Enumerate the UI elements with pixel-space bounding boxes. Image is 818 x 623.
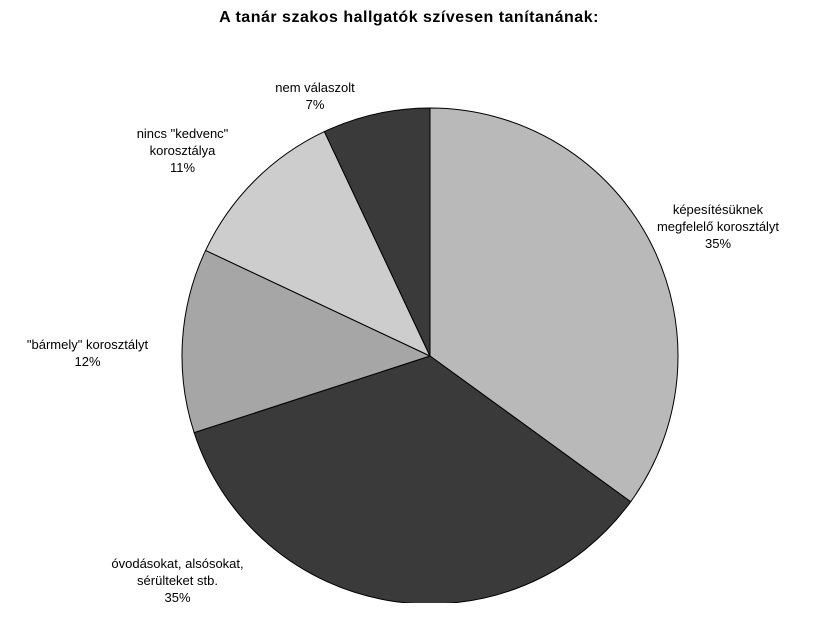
slice-value-label: 7% (305, 97, 325, 112)
slice-label-text: nem válaszolt (275, 80, 355, 95)
pie-slice-0 (429, 107, 679, 503)
pie-slice-1 (193, 355, 632, 603)
slice-value-label: 35% (704, 236, 732, 251)
slice-value-label: 35% (164, 590, 191, 605)
slice-label-nem-valaszolt: nem válaszolt 7% (240, 62, 390, 130)
pie-slice-3 (204, 130, 432, 358)
slice-label-text: óvodásokat, alsósokat, sérülteket stb. (111, 556, 244, 588)
slice-label-ovodasokat: óvodásokat, alsósokat, sérülteket stb. 3… (70, 538, 285, 623)
slice-label-text: "bármely" korosztályt (26, 337, 149, 352)
slice-label-text: nincs "kedvenc" korosztálya (136, 126, 229, 158)
slice-label-kepesitesuknek: képesítésüknek megfelelő korosztályt 35% (618, 184, 818, 269)
slice-label-nincs-kedvenc: nincs "kedvenc" korosztálya 11% (90, 108, 275, 193)
slice-value-label: 12% (74, 354, 101, 369)
slice-label-barmely: "bármely" korosztályt 12% (0, 319, 175, 387)
chart-title: A tanár szakos hallgatók szívesen taníta… (219, 9, 599, 26)
slice-value-label: 11% (169, 160, 196, 175)
slice-label-text: képesítésüknek megfelelő korosztályt (656, 202, 780, 234)
pie-chart (181, 107, 679, 603)
pie-slice-4 (323, 107, 431, 357)
pie-slice-2 (181, 249, 432, 434)
